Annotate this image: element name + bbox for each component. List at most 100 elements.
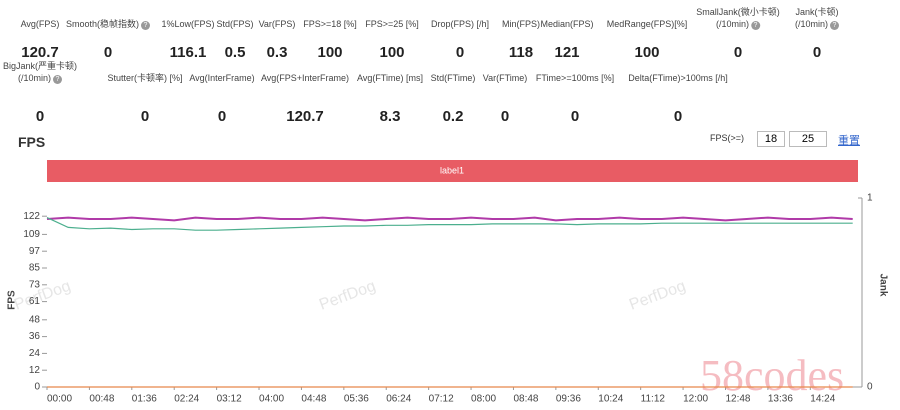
- x-tick-label: 12:00: [683, 394, 708, 405]
- help-icon[interactable]: ?: [830, 21, 840, 30]
- band-label: label1: [440, 165, 464, 175]
- stat-value: 8.3: [379, 108, 401, 125]
- watermark: PerfDog: [317, 278, 378, 314]
- stat-label-unit: (/10min): [715, 19, 750, 29]
- stat-label-text: MedRange(FPS)[%]: [606, 19, 688, 29]
- stat-label-text: Jank(卡顿): [795, 7, 839, 17]
- stat-label: Var(FTime): [483, 72, 528, 84]
- help-icon[interactable]: ?: [141, 21, 151, 30]
- y-tick-label: 109: [23, 229, 40, 240]
- stat-label: Std(FTime): [431, 72, 476, 84]
- x-tick-label: 05:36: [344, 394, 369, 405]
- stat-label: Median(FPS): [540, 18, 593, 30]
- stat-label: Stutter(卡顿率) [%]: [107, 72, 182, 84]
- series-line: [46, 216, 853, 222]
- stat-label: FPS>=25 [%]: [365, 18, 419, 30]
- threshold-input[interactable]: [789, 131, 827, 147]
- stat-label: Smooth(稳帧指数)?: [65, 18, 151, 30]
- stat-label: Delta(FTime)>100ms [/h]: [628, 72, 727, 84]
- stat-label: BigJank(严重卡顿) (/10min)?: [3, 60, 77, 84]
- stat-value: 100: [379, 44, 405, 61]
- watermark: 58codes: [700, 351, 844, 400]
- stat-label-text: 1%Low(FPS): [161, 19, 215, 29]
- stat-label: 1%Low(FPS): [161, 18, 214, 30]
- stat-value: 0: [140, 108, 150, 125]
- stat-label: Avg(FTime) [ms]: [357, 72, 423, 84]
- y2-tick-label: 1: [867, 193, 873, 204]
- stat-value: 0.3: [266, 44, 288, 61]
- stat-label-text: Avg(InterFrame): [189, 73, 255, 83]
- label-band: [47, 160, 858, 182]
- stat-value: 0: [103, 44, 113, 61]
- stat-label-text: Var(FPS): [258, 19, 296, 29]
- stat-label: FTime>=100ms [%]: [536, 72, 614, 84]
- stat-label: FPS>=18 [%]: [303, 18, 357, 30]
- x-tick-label: 01:36: [132, 394, 157, 405]
- stat-value: 0.2: [442, 108, 464, 125]
- stat-value: 118: [508, 44, 534, 61]
- threshold-input[interactable]: [757, 131, 785, 147]
- x-tick-label: 11:12: [641, 394, 666, 405]
- stat-value: 120.7: [286, 108, 324, 125]
- threshold-label: FPS(>=): [710, 133, 745, 143]
- stat-value: 0.5: [224, 44, 246, 61]
- reset-link[interactable]: 重置: [838, 135, 860, 147]
- stat-label-text: Smooth(稳帧指数): [65, 19, 140, 29]
- stat-label-text: SmallJank(微小卡顿): [696, 7, 780, 17]
- y-tick-label: 36: [29, 331, 41, 342]
- stat-value: 100: [634, 44, 660, 61]
- x-tick-label: 08:00: [471, 394, 496, 405]
- y-tick-label: 122: [23, 211, 40, 222]
- x-tick-label: 14:24: [810, 394, 835, 405]
- stat-label: SmallJank(微小卡顿) (/10min)?: [696, 6, 780, 30]
- stat-value: 0: [733, 44, 743, 61]
- y-tick-label: 85: [29, 263, 41, 274]
- x-tick-label: 08:48: [513, 394, 538, 405]
- stat-label-text: Min(FPS): [502, 19, 540, 29]
- stat-label-text: Avg(FPS): [20, 19, 60, 29]
- y-axis-label: FPS: [7, 290, 18, 310]
- stat-value: 100: [317, 44, 343, 61]
- watermark: PerfDog: [12, 278, 73, 314]
- watermark: PerfDog: [627, 278, 688, 314]
- stat-label-unit: (/10min): [17, 73, 52, 83]
- stat-value: 0: [812, 44, 822, 61]
- stat-label-text: Median(FPS): [540, 19, 594, 29]
- x-tick-label: 03:12: [217, 394, 242, 405]
- x-tick-label: 00:48: [89, 394, 114, 405]
- x-tick-label: 00:00: [47, 394, 72, 405]
- x-tick-label: 07:12: [429, 394, 454, 405]
- stat-label-text: Avg(FPS+InterFrame): [260, 73, 350, 83]
- stat-label: Var(FPS): [259, 18, 296, 30]
- stat-label: Avg(FPS+InterFrame): [261, 72, 349, 84]
- chart-title: FPS: [18, 134, 46, 150]
- stat-label-text: Std(FTime): [430, 73, 476, 83]
- x-tick-label: 04:00: [259, 394, 284, 405]
- stat-label-text: FTime>=100ms [%]: [535, 73, 615, 83]
- stat-label-text: Avg(FTime) [ms]: [356, 73, 424, 83]
- y-tick-label: 0: [34, 382, 40, 393]
- stat-value: 116.1: [169, 44, 207, 61]
- x-tick-label: 13:36: [768, 394, 793, 405]
- series-line: [46, 217, 853, 231]
- help-icon[interactable]: ?: [53, 75, 63, 84]
- x-tick-label: 04:48: [301, 394, 326, 405]
- y-tick-label: 48: [29, 314, 41, 325]
- stat-label: Jank(卡顿) (/10min)?: [795, 6, 840, 30]
- y-tick-label: 73: [29, 279, 41, 290]
- stat-label-text: Var(FTime): [482, 73, 528, 83]
- stat-label-text: FPS>=18 [%]: [303, 19, 357, 29]
- stat-label-text: Delta(FTime)>100ms [/h]: [628, 73, 728, 83]
- help-icon[interactable]: ?: [751, 21, 761, 30]
- stat-label-text: Stutter(卡顿率) [%]: [107, 73, 183, 83]
- x-tick-label: 10:24: [598, 394, 623, 405]
- stat-label: Std(FPS): [216, 18, 253, 30]
- y-tick-label: 24: [29, 348, 41, 359]
- stat-label-text: Drop(FPS) [/h]: [430, 19, 490, 29]
- stat-value: 121: [554, 44, 580, 61]
- stat-label: Drop(FPS) [/h]: [431, 18, 489, 30]
- stat-label: Min(FPS): [502, 18, 540, 30]
- y-tick-label: 97: [29, 246, 41, 257]
